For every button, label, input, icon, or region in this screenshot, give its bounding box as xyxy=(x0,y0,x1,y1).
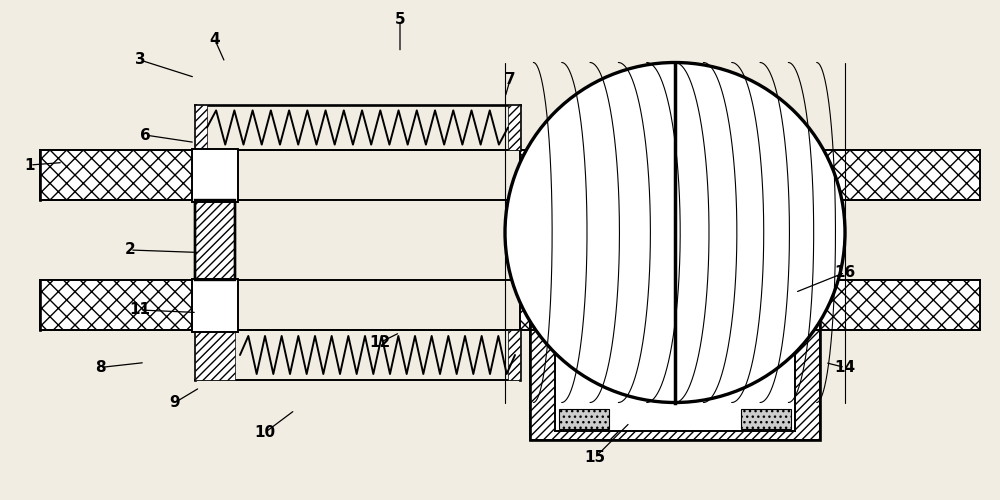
Text: 1: 1 xyxy=(25,158,35,172)
Bar xyxy=(40,280,195,330)
Bar xyxy=(559,408,609,428)
Text: 15: 15 xyxy=(584,450,606,465)
Text: 4: 4 xyxy=(210,32,220,48)
Bar xyxy=(508,105,520,150)
Text: 14: 14 xyxy=(834,360,856,375)
Text: 11: 11 xyxy=(130,302,150,318)
Bar xyxy=(195,330,235,380)
Bar xyxy=(192,278,238,332)
Ellipse shape xyxy=(505,62,845,402)
Bar xyxy=(195,200,235,280)
Bar xyxy=(520,150,980,200)
Text: 8: 8 xyxy=(95,360,105,375)
Text: 12: 12 xyxy=(369,335,391,350)
Bar xyxy=(195,105,207,150)
Bar xyxy=(530,280,820,440)
Text: 6: 6 xyxy=(140,128,150,142)
Text: 5: 5 xyxy=(395,12,405,28)
Bar xyxy=(40,150,195,200)
Bar xyxy=(192,148,238,202)
Text: 10: 10 xyxy=(254,425,276,440)
Bar xyxy=(741,408,791,428)
Text: 16: 16 xyxy=(834,265,856,280)
Bar xyxy=(520,280,530,330)
Text: 7: 7 xyxy=(505,72,515,88)
Bar xyxy=(195,200,235,280)
Bar xyxy=(508,330,520,380)
Bar xyxy=(195,200,235,280)
Text: 2: 2 xyxy=(125,242,135,258)
Text: 9: 9 xyxy=(170,395,180,410)
Text: 3: 3 xyxy=(135,52,145,68)
Bar xyxy=(820,280,980,330)
Bar xyxy=(555,280,795,431)
Bar xyxy=(530,280,820,440)
